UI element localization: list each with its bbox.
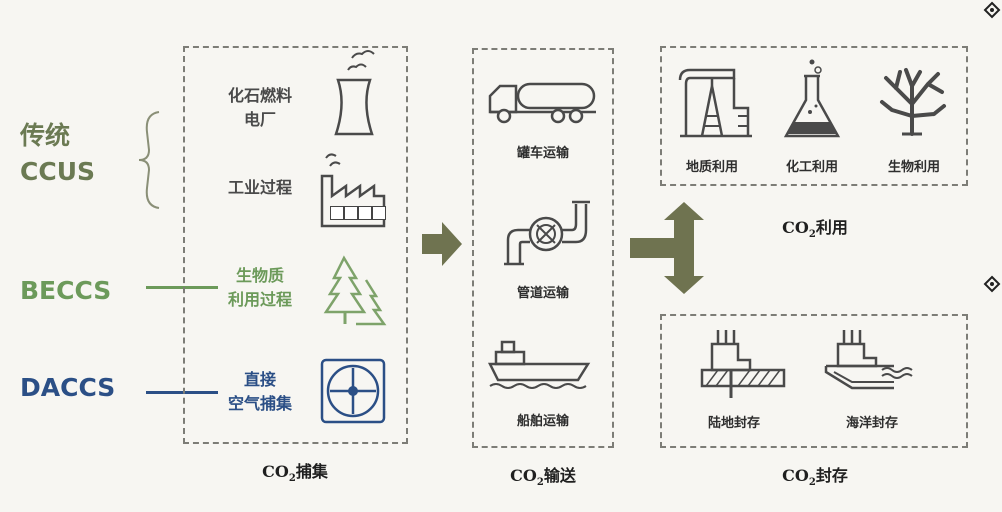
- ocean-storage-icon: [824, 330, 913, 390]
- utilization-caption: CO2利用: [782, 218, 848, 241]
- tanker-truck-icon: [488, 82, 596, 124]
- daccs-label: DACCS: [20, 373, 116, 402]
- transport-item-truck-label: 罐车运输: [516, 146, 569, 161]
- traditional-ccus-label: 传统 CCUS: [20, 118, 95, 190]
- coral-icon: [880, 68, 946, 136]
- storage-item-land-label: 陆地封存: [707, 416, 760, 431]
- oil-pump-icon: [678, 68, 752, 138]
- traditional-line1: 传统: [20, 121, 71, 150]
- utilization-box: [660, 46, 968, 186]
- beccs-connector: [146, 286, 218, 289]
- factory-window: [344, 206, 358, 220]
- edge-diamond-icon: [983, 275, 1001, 293]
- capture-item-industrial-label: 工业过程: [227, 178, 292, 197]
- factory-icon: [320, 153, 386, 228]
- factory-window: [358, 206, 372, 220]
- fan-icon: [320, 358, 386, 424]
- storage-caption: CO2封存: [782, 466, 848, 489]
- arrow-capture-to-transport: [422, 222, 462, 266]
- cooling-tower-icon: [334, 50, 375, 136]
- curly-brace: [138, 111, 160, 209]
- daccs-connector: [146, 391, 218, 394]
- factory-window: [330, 206, 344, 220]
- utilization-item-chemical-label: 化工利用: [785, 160, 838, 175]
- split-arrow: [630, 202, 704, 294]
- utilization-item-geological-label: 地质利用: [685, 160, 738, 175]
- transport-caption: CO2输送: [510, 466, 576, 489]
- land-storage-icon: [700, 330, 786, 398]
- utilization-item-biological-label: 生物利用: [887, 160, 940, 175]
- flask-icon: [783, 59, 841, 138]
- capture-item-dac-label: 直接 空气捕集: [227, 370, 292, 413]
- storage-item-ocean-label: 海洋封存: [845, 416, 898, 431]
- edge-diamond-icon: [983, 1, 1001, 19]
- beccs-label: BECCS: [20, 276, 112, 305]
- factory-window: [372, 206, 386, 220]
- storage-box: [660, 314, 968, 448]
- trees-icon: [323, 255, 387, 326]
- traditional-line2: CCUS: [20, 157, 95, 186]
- ship-icon: [487, 340, 591, 389]
- capture-item-power-plant-label: 化石燃料 电厂: [227, 86, 292, 129]
- capture-box: [183, 46, 408, 444]
- capture-caption: CO2捕集: [262, 462, 328, 485]
- transport-item-ship-label: 船舶运输: [516, 414, 569, 429]
- capture-item-biomass-label: 生物质 利用过程: [227, 266, 292, 309]
- transport-item-pipeline-label: 管道运输: [516, 286, 569, 301]
- transport-box: [472, 48, 614, 448]
- pipeline-valve-icon: [504, 200, 590, 266]
